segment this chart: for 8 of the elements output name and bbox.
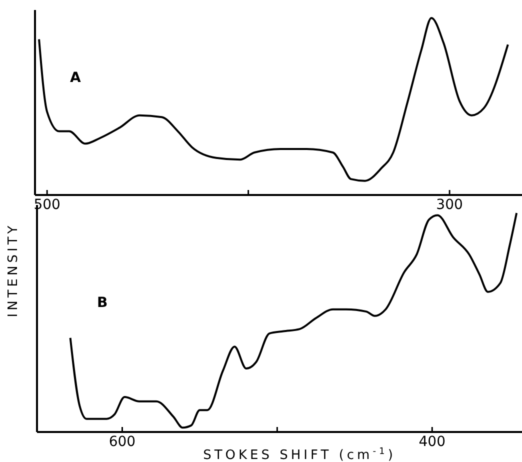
x-tick-label: 600 — [108, 434, 136, 450]
x-axis-title: STOKES SHIFT (cm$^{-1}$) — [203, 447, 396, 462]
annotation: A — [70, 70, 81, 86]
annotation: B — [97, 295, 108, 311]
x-tick-label: 400 — [418, 434, 446, 450]
x-tick-label: 300 — [436, 197, 463, 213]
x-tick-label: 500 — [34, 197, 60, 213]
y-axis-title: INTENSITY — [6, 222, 21, 318]
